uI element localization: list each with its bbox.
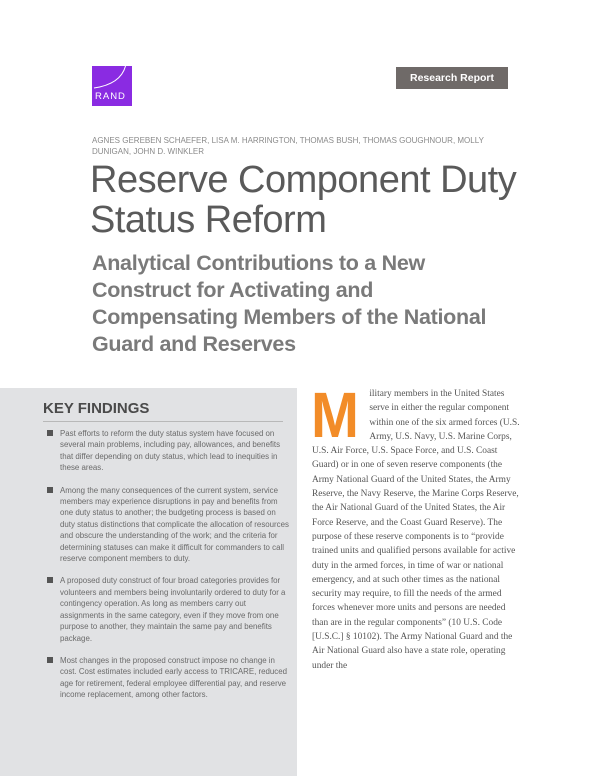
drop-cap: M bbox=[311, 379, 359, 451]
list-item: Among the many consequences of the curre… bbox=[47, 485, 292, 565]
list-item: Past efforts to reform the duty status s… bbox=[47, 428, 292, 474]
page-subtitle: Analytical Contributions to a New Constr… bbox=[92, 251, 487, 356]
finding-text: Past efforts to reform the duty status s… bbox=[60, 429, 281, 473]
key-findings-list: Past efforts to reform the duty status s… bbox=[47, 428, 292, 712]
bullet-square-icon bbox=[47, 577, 53, 584]
page-title: Reserve Component Duty Status Reform bbox=[90, 159, 517, 241]
logo-text: RAND bbox=[95, 91, 126, 102]
authors: AGNES GEREBEN SCHAEFER, LISA M. HARRINGT… bbox=[92, 136, 484, 156]
key-findings-heading: KEY FINDINGS bbox=[43, 400, 283, 422]
list-item: Most changes in the proposed construct i… bbox=[47, 655, 292, 701]
finding-text: Among the many consequences of the curre… bbox=[60, 485, 289, 564]
logo-arc-icon bbox=[93, 66, 126, 89]
finding-text: Most changes in the proposed construct i… bbox=[60, 655, 288, 700]
rand-logo: RAND bbox=[92, 66, 132, 106]
bullet-square-icon bbox=[47, 430, 53, 436]
list-item: A proposed duty construct of four broad … bbox=[47, 575, 292, 643]
body-paragraph: ilitary members in the United States ser… bbox=[312, 389, 520, 671]
finding-text: A proposed duty construct of four broad … bbox=[60, 576, 286, 643]
bullet-square-icon bbox=[47, 656, 53, 663]
report-type-badge: Research Report bbox=[396, 67, 508, 89]
bullet-square-icon bbox=[47, 486, 53, 493]
